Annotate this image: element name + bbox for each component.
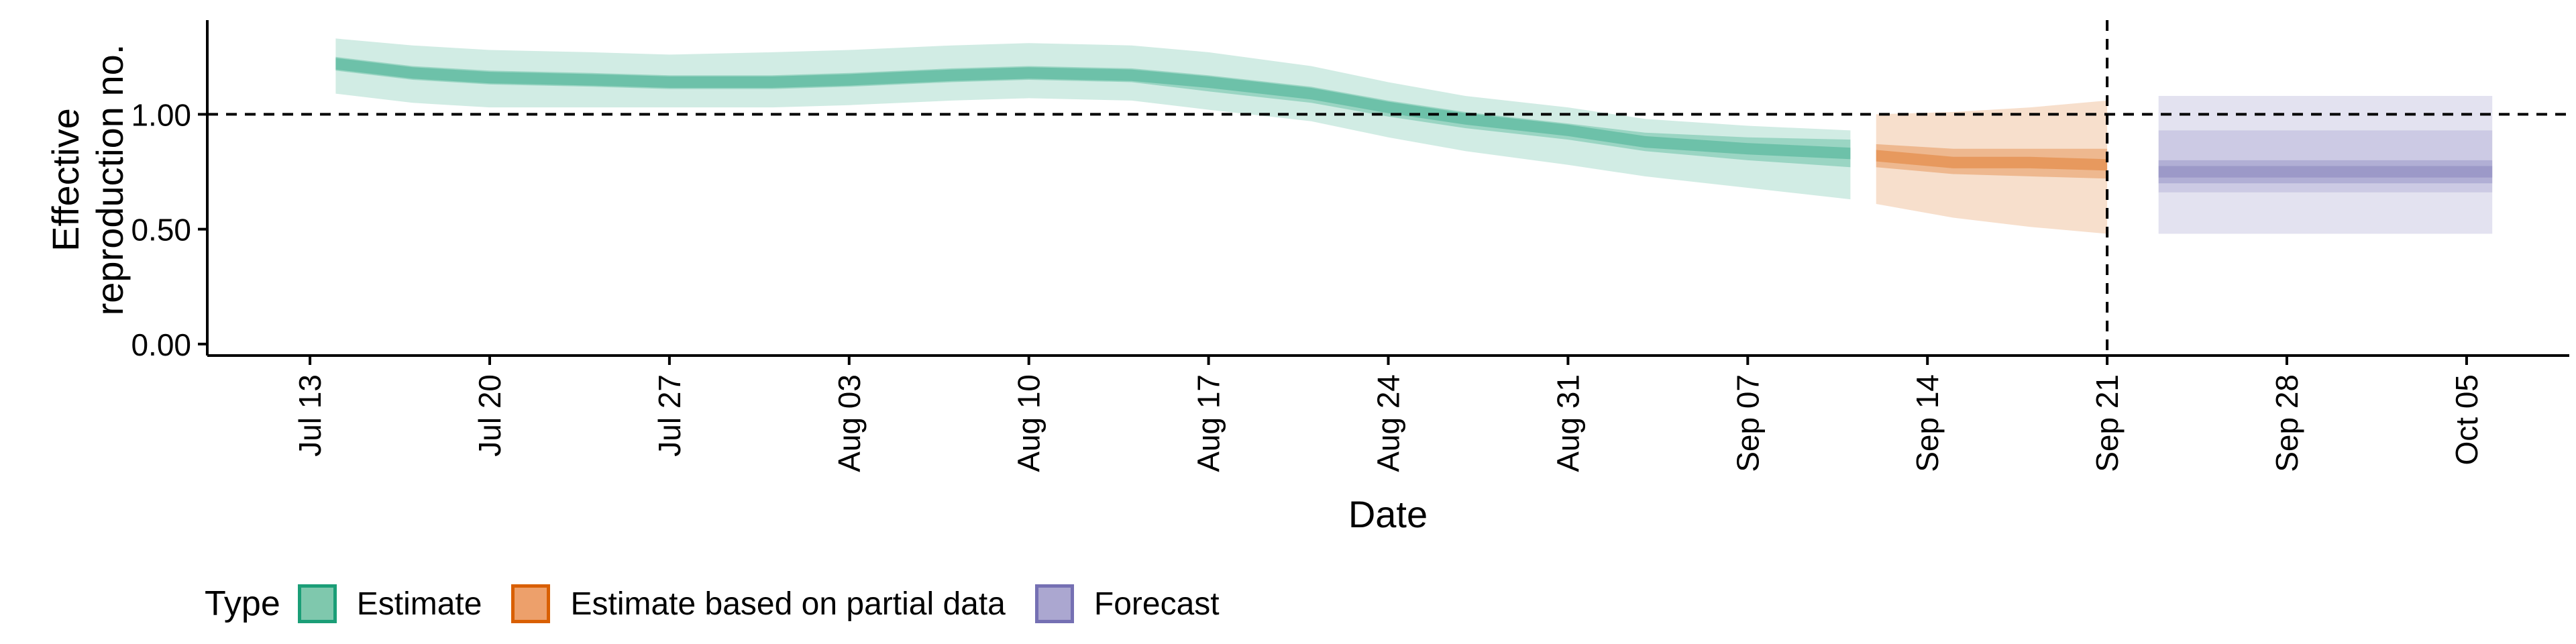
legend-label-forecast: Forecast: [1093, 586, 1220, 622]
x-tick-label: Jul 20: [472, 374, 507, 457]
estimate-median-band: [335, 58, 1851, 160]
x-tick-label: Jul 13: [292, 374, 327, 457]
legend-key-partial-estimate: [511, 584, 551, 623]
series-estimate: [335, 38, 1851, 200]
y-tick-label: 1.00: [131, 97, 191, 132]
x-tick-label: Sep 21: [2090, 374, 2125, 472]
x-tick-label: Sep 14: [1910, 374, 1945, 472]
estimate-based-on-partial-data-band-50: [1876, 144, 2108, 179]
series-forecast: [2158, 96, 2493, 234]
x-axis-title: Date: [1348, 493, 1428, 535]
x-tick-label: Aug 24: [1371, 374, 1406, 472]
legend-title: Type: [205, 584, 280, 623]
x-tick-label: Aug 17: [1191, 374, 1226, 472]
y-axis-title-line1: Effective: [44, 108, 87, 252]
y-tick-label: 0.50: [131, 213, 191, 248]
legend-key-estimate: [297, 584, 337, 623]
series-estimate-based-on-partial-data: [1876, 100, 2108, 234]
y-tick-label: 0.00: [131, 327, 191, 362]
chart: 0.00 0.50 1.00 Jul 13 Jul 20 Jul 27 Aug 03 Aug…: [44, 20, 2569, 535]
x-tick-label: Oct 05: [2449, 374, 2484, 466]
legend-item-estimate: Estimate: [297, 584, 482, 623]
estimate-band-90: [335, 38, 1851, 200]
y-axis-ticks: 0.00 0.50 1.00: [131, 97, 207, 362]
x-tick-label: Aug 31: [1550, 374, 1585, 472]
x-tick-label: Aug 03: [832, 374, 867, 472]
estimate-band-50: [335, 56, 1851, 168]
x-tick-label: Sep 07: [1730, 374, 1765, 472]
bands-layer: [335, 38, 2493, 234]
forecast-median-band: [2158, 166, 2493, 178]
estimate-based-on-partial-data-band-90: [1876, 100, 2108, 234]
x-axis-ticks: Jul 13 Jul 20 Jul 27 Aug 03 Aug 10 Aug 17 Aug …: [292, 356, 2484, 472]
legend-label-partial-estimate: Estimate based on partial data: [570, 586, 1006, 622]
estimate-based-on-partial-data-median-band: [1876, 150, 2108, 171]
y-axis-title-line2: reproduction no.: [89, 44, 131, 316]
forecast-band-90: [2158, 96, 2493, 234]
legend-item-partial-estimate: Estimate based on partial data: [511, 584, 1006, 623]
x-tick-label: Aug 10: [1012, 374, 1046, 472]
x-tick-label: Jul 27: [652, 374, 687, 457]
x-tick-label: Sep 28: [2269, 374, 2304, 472]
legend: Type Estimate Estimate based on partial …: [205, 576, 1249, 632]
forecast-band-mid: [2158, 130, 2493, 193]
forecast-band-50: [2158, 160, 2493, 184]
legend-label-estimate: Estimate: [356, 586, 482, 622]
legend-item-forecast: Forecast: [1034, 584, 1220, 623]
legend-key-forecast: [1034, 584, 1074, 623]
